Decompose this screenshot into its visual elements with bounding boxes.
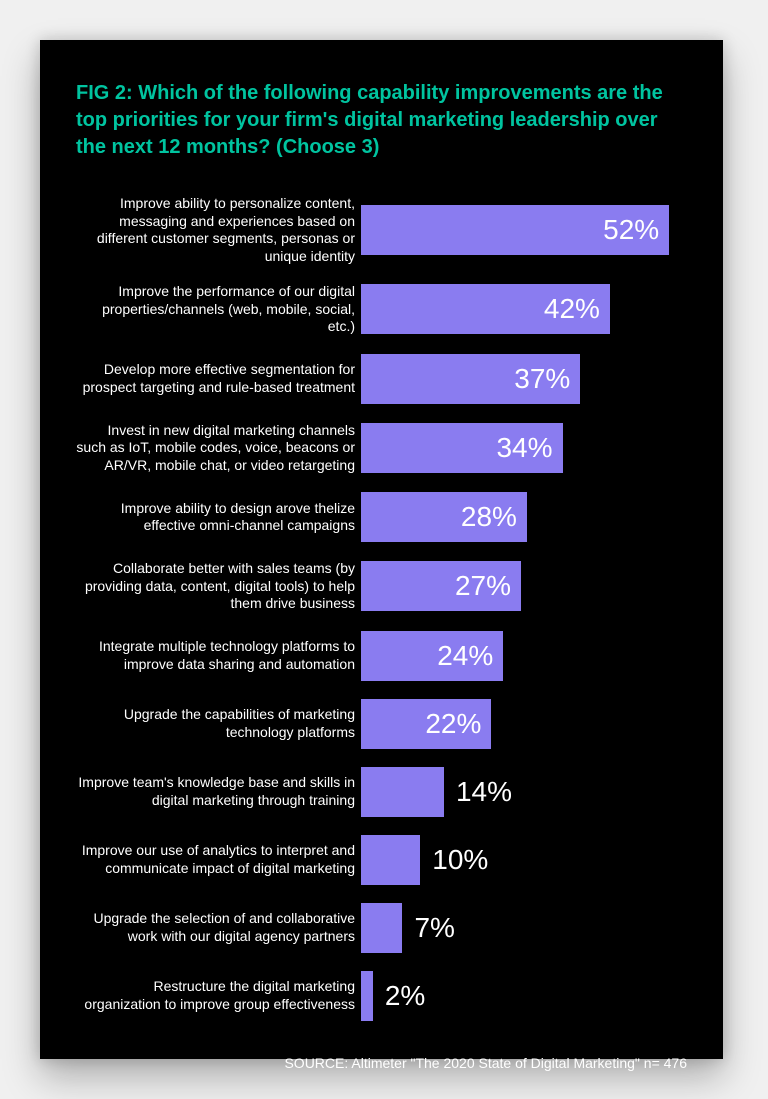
- source-line: SOURCE: Altimeter "The 2020 State of Dig…: [76, 1055, 687, 1071]
- chart-row: Improve our use of analytics to interpre…: [76, 835, 687, 885]
- bar-value: 28%: [461, 492, 517, 542]
- bar-value: 22%: [425, 699, 481, 749]
- bar: [361, 835, 420, 885]
- chart-row: Improve ability to design arove thelize …: [76, 492, 687, 542]
- chart-row: Invest in new digital marketing channels…: [76, 422, 687, 475]
- chart-row: Improve team's knowledge base and skills…: [76, 767, 687, 817]
- bar-area: 22%: [361, 699, 687, 749]
- bar-area: 42%: [361, 284, 687, 334]
- bar-area: 24%: [361, 631, 687, 681]
- bar-area: 34%: [361, 423, 687, 473]
- chart-row: Integrate multiple technology platforms …: [76, 631, 687, 681]
- row-label: Integrate multiple technology platforms …: [76, 638, 361, 673]
- bar: [361, 903, 402, 953]
- bar: 22%: [361, 699, 491, 749]
- bar-value: 42%: [544, 284, 600, 334]
- bar-chart: Improve ability to personalize content, …: [76, 195, 687, 1039]
- row-label: Improve ability to design arove thelize …: [76, 500, 361, 535]
- bar-value: 34%: [496, 423, 552, 473]
- row-label: Invest in new digital marketing channels…: [76, 422, 361, 475]
- chart-row: Upgrade the selection of and collaborati…: [76, 903, 687, 953]
- bar-value: 37%: [514, 354, 570, 404]
- bar-area: 37%: [361, 354, 687, 404]
- bar-value: 2%: [385, 971, 425, 1021]
- bar-value: 24%: [437, 631, 493, 681]
- bar: 34%: [361, 423, 563, 473]
- bar: 24%: [361, 631, 503, 681]
- chart-row: Collaborate better with sales teams (by …: [76, 560, 687, 613]
- chart-title: FIG 2: Which of the following capability…: [76, 80, 687, 161]
- bar-area: 7%: [361, 903, 687, 953]
- bar-area: 52%: [361, 205, 687, 255]
- bar-area: 2%: [361, 971, 687, 1021]
- bar-value: 10%: [432, 835, 488, 885]
- row-label: Collaborate better with sales teams (by …: [76, 560, 361, 613]
- stage: FIG 2: Which of the following capability…: [0, 0, 768, 1099]
- chart-row: Restructure the digital marketing organi…: [76, 971, 687, 1021]
- chart-card: FIG 2: Which of the following capability…: [40, 40, 723, 1059]
- chart-row: Develop more effective segmentation for …: [76, 354, 687, 404]
- row-label: Improve team's knowledge base and skills…: [76, 774, 361, 809]
- bar-area: 14%: [361, 767, 687, 817]
- row-label: Upgrade the selection of and collaborati…: [76, 910, 361, 945]
- row-label: Improve ability to personalize content, …: [76, 195, 361, 265]
- row-label: Upgrade the capabilities of marketing te…: [76, 706, 361, 741]
- bar-value: 7%: [414, 903, 454, 953]
- row-label: Restructure the digital marketing organi…: [76, 978, 361, 1013]
- bar-value: 27%: [455, 561, 511, 611]
- bar: 52%: [361, 205, 669, 255]
- row-label: Improve our use of analytics to interpre…: [76, 842, 361, 877]
- bar-area: 28%: [361, 492, 687, 542]
- row-label: Improve the performance of our digital p…: [76, 283, 361, 336]
- bar-area: 10%: [361, 835, 687, 885]
- chart-row: Improve the performance of our digital p…: [76, 283, 687, 336]
- bar: [361, 971, 373, 1021]
- chart-row: Upgrade the capabilities of marketing te…: [76, 699, 687, 749]
- bar: 37%: [361, 354, 580, 404]
- bar-value: 14%: [456, 767, 512, 817]
- bar-value: 52%: [603, 205, 659, 255]
- bar: 28%: [361, 492, 527, 542]
- row-label: Develop more effective segmentation for …: [76, 361, 361, 396]
- bar-area: 27%: [361, 561, 687, 611]
- bar: [361, 767, 444, 817]
- bar: 27%: [361, 561, 521, 611]
- chart-row: Improve ability to personalize content, …: [76, 195, 687, 265]
- bar: 42%: [361, 284, 610, 334]
